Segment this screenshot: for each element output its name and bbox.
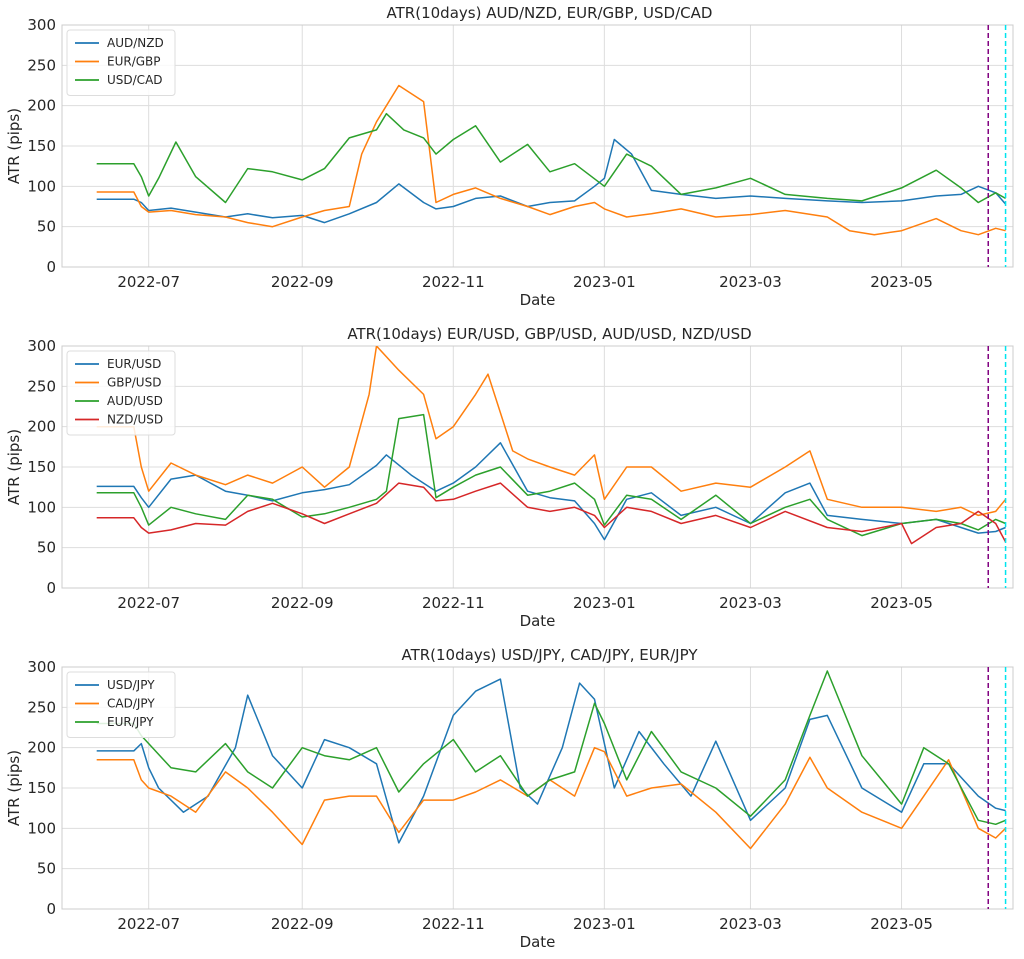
chart-panel-1: 0 50 100 150 200 250 300 2022-07 2022-09 2022-11 2… <box>5 4 1014 309</box>
y-tick-label: 200 <box>27 418 56 436</box>
series-line-usd-cad <box>96 112 1006 204</box>
legend-label: AUD/USD <box>107 394 163 408</box>
y-axis-label: ATR (pips) <box>5 108 23 184</box>
y-axis-label: ATR (pips) <box>5 750 23 826</box>
plot-frame <box>61 666 1014 910</box>
chart-panel-2: 0 50 100 150 200 250 300 2022-07 2022-09 2022-11 2… <box>5 325 1014 630</box>
x-tick-label: 2023-01 <box>573 273 636 291</box>
y-tick-label: 50 <box>37 860 56 878</box>
y-tick-label: 150 <box>27 137 56 155</box>
y-tick-label: 100 <box>27 177 56 195</box>
legend-label: AUD/NZD <box>107 36 164 50</box>
x-tick-label: 2023-05 <box>870 273 933 291</box>
legend-box <box>66 350 176 436</box>
x-tick-label: 2022-07 <box>117 594 180 612</box>
series-line-gbp-usd <box>96 346 1007 517</box>
chart-title: ATR(10days) USD/JPY, CAD/JPY, EUR/JPY <box>401 646 698 664</box>
x-tick-label: 2023-01 <box>573 594 636 612</box>
series-line-eur-usd <box>96 442 1006 541</box>
y-tick-label: 150 <box>27 458 56 476</box>
y-tick-label: 300 <box>27 337 56 355</box>
y-tick-label: 250 <box>27 698 56 716</box>
y-tick-label: 300 <box>27 658 56 676</box>
legend-label: EUR/GBP <box>107 55 161 69</box>
legend-label: NZD/USD <box>107 413 163 427</box>
legend-label: GBP/USD <box>107 376 161 390</box>
series-line-aud-usd <box>96 413 1006 537</box>
legend: EUR/USD GBP/USD AUD/USD NZD/USD <box>66 350 176 436</box>
legend-label: EUR/USD <box>107 357 161 371</box>
legend-label: USD/JPY <box>107 678 155 692</box>
x-tick-label: 2023-05 <box>870 594 933 612</box>
y-tick-label: 300 <box>27 16 56 34</box>
y-tick-label: 50 <box>37 539 56 557</box>
x-axis-label: Date <box>520 291 556 309</box>
x-tick-label: 2023-03 <box>719 594 782 612</box>
y-tick-label: 0 <box>46 258 56 276</box>
y-tick-label: 250 <box>27 56 56 74</box>
legend: AUD/NZD EUR/GBP USD/CAD <box>66 29 176 96</box>
x-tick-label: 2023-03 <box>719 273 782 291</box>
x-tick-label: 2022-07 <box>117 915 180 933</box>
y-tick-label: 200 <box>27 739 56 757</box>
x-tick-label: 2023-01 <box>573 915 636 933</box>
y-tick-label: 100 <box>27 498 56 516</box>
series-line-eur-jpy <box>96 670 1006 826</box>
y-tick-label: 250 <box>27 377 56 395</box>
x-axis-label: Date <box>520 612 556 630</box>
x-tick-label: 2022-09 <box>271 594 334 612</box>
legend-label: EUR/JPY <box>107 715 154 729</box>
x-tick-label: 2022-11 <box>422 915 485 933</box>
x-tick-label: 2022-09 <box>271 915 334 933</box>
x-tick-label: 2022-11 <box>422 594 485 612</box>
x-tick-label: 2023-03 <box>719 915 782 933</box>
x-tick-label: 2023-05 <box>870 915 933 933</box>
chart-panel-3: 0 50 100 150 200 250 300 2022-07 2022-09 2022-11 2… <box>5 646 1014 951</box>
x-tick-label: 2022-07 <box>117 273 180 291</box>
x-tick-label: 2022-11 <box>422 273 485 291</box>
y-tick-label: 50 <box>37 218 56 236</box>
chart-title: ATR(10days) EUR/USD, GBP/USD, AUD/USD, N… <box>347 325 751 343</box>
x-tick-label: 2022-09 <box>271 273 334 291</box>
y-tick-label: 0 <box>46 900 56 918</box>
y-tick-label: 200 <box>27 97 56 115</box>
y-axis-label: ATR (pips) <box>5 429 23 505</box>
x-axis-label: Date <box>520 933 556 951</box>
plot-frame <box>61 24 1014 268</box>
series-line-nzd-usd <box>96 482 1007 545</box>
legend-label: CAD/JPY <box>107 697 155 711</box>
y-tick-label: 100 <box>27 819 56 837</box>
y-tick-label: 150 <box>27 779 56 797</box>
y-tick-label: 0 <box>46 579 56 597</box>
plot-frame <box>61 345 1014 589</box>
series-line-eur-gbp <box>96 84 1006 236</box>
legend-label: USD/CAD <box>107 73 163 87</box>
legend: USD/JPY CAD/JPY EUR/JPY <box>66 671 176 738</box>
chart-title: ATR(10days) AUD/NZD, EUR/GBP, USD/CAD <box>387 4 713 22</box>
